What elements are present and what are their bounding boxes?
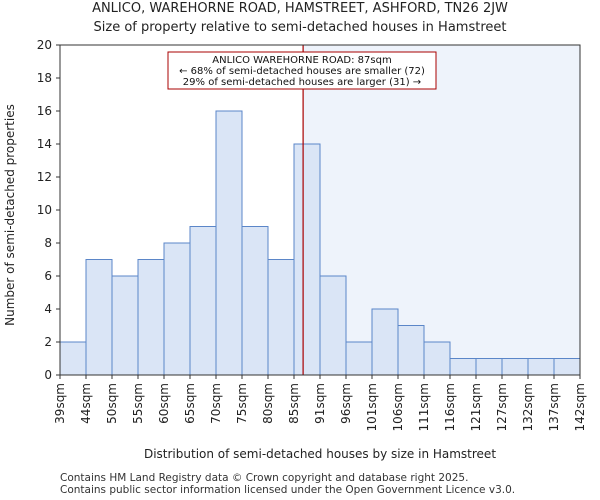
x-tick-label-132sqm: 132sqm [521, 383, 535, 431]
x-tick-label-80sqm: 80sqm [261, 383, 275, 424]
x-tick-label-91sqm: 91sqm [313, 383, 327, 424]
x-tick-label-116sqm: 116sqm [443, 383, 457, 431]
x-tick-label-121sqm: 121sqm [469, 383, 483, 431]
y-tick-label-4: 4 [44, 302, 52, 316]
y-tick-label-12: 12 [37, 170, 52, 184]
x-tick-label-65sqm: 65sqm [183, 383, 197, 424]
y-tick-label-8: 8 [44, 236, 52, 250]
bar-106sqm [397, 325, 425, 376]
x-axis-label: Distribution of semi-detached houses by … [144, 447, 496, 461]
x-tick-label-55sqm: 55sqm [131, 383, 145, 424]
x-tick-label-142sqm: 142sqm [573, 383, 587, 431]
x-tick-label-44sqm: 44sqm [79, 383, 93, 424]
footer-line-1: Contains HM Land Registry data © Crown c… [60, 472, 469, 484]
x-tick-label-101sqm: 101sqm [365, 383, 379, 431]
chart-subtitle: Size of property relative to semi-detach… [93, 20, 507, 35]
bar-96sqm [345, 341, 373, 376]
bar-50sqm [111, 275, 139, 376]
bar-101sqm [371, 308, 399, 376]
bar-111sqm [423, 341, 451, 376]
bar-55sqm [137, 259, 165, 376]
x-tick-label-106sqm: 106sqm [391, 383, 405, 431]
annotation-box [167, 51, 437, 90]
x-tick-label-75sqm: 75sqm [235, 383, 249, 424]
x-tick-label-70sqm: 70sqm [209, 383, 223, 424]
y-axis-label: Number of semi-detached properties [3, 104, 17, 326]
bar-132sqm [527, 358, 555, 376]
bar-80sqm [267, 259, 295, 376]
bar-121sqm [475, 358, 503, 376]
bar-65sqm [189, 226, 217, 376]
bar-137sqm [553, 358, 581, 376]
annotation-line-3: 29% of semi-detached houses are larger (… [183, 77, 421, 88]
bar-116sqm [449, 358, 477, 376]
annotation-line-1: ANLICO WAREHORNE ROAD: 87sqm [212, 55, 391, 66]
bar-75sqm [241, 226, 269, 376]
y-tick-label-20: 20 [37, 38, 52, 52]
x-tick-label-127sqm: 127sqm [495, 383, 509, 431]
x-tick-label-85sqm: 85sqm [287, 383, 301, 424]
bar-44sqm [85, 259, 113, 376]
bar-70sqm [215, 110, 243, 376]
y-tick-label-14: 14 [37, 137, 52, 151]
histogram-chart: 0 2 4 6 8 10 12 14 16 18 20 39sqm 44sqm 50sqm 55sqm 60s… [3, 38, 587, 461]
bar-127sqm [501, 358, 529, 376]
footer-line-2: Contains public sector information licen… [60, 484, 516, 496]
y-tick-label-16: 16 [37, 104, 52, 118]
bar-39sqm [59, 341, 87, 376]
x-tick-label-39sqm: 39sqm [53, 383, 67, 424]
x-tick-label-96sqm: 96sqm [339, 383, 353, 424]
bar-60sqm [163, 242, 191, 376]
bar-91sqm [319, 275, 347, 376]
annotation-line-2: ← 68% of semi-detached houses are smalle… [179, 66, 425, 77]
bar-85sqm [293, 143, 321, 376]
y-tick-label-0: 0 [44, 368, 52, 382]
y-tick-label-10: 10 [37, 203, 52, 217]
highlight-region [303, 45, 580, 375]
y-tick-label-2: 2 [44, 335, 52, 349]
x-tick-label-137sqm: 137sqm [547, 383, 561, 431]
x-tick-label-60sqm: 60sqm [157, 383, 171, 424]
y-tick-label-6: 6 [44, 269, 52, 283]
x-tick-label-50sqm: 50sqm [105, 383, 119, 424]
x-tick-label-111sqm: 111sqm [417, 383, 431, 431]
chart-title: ANLICO, WAREHORNE ROAD, HAMSTREET, ASHFO… [92, 1, 508, 16]
y-tick-label-18: 18 [37, 71, 52, 85]
